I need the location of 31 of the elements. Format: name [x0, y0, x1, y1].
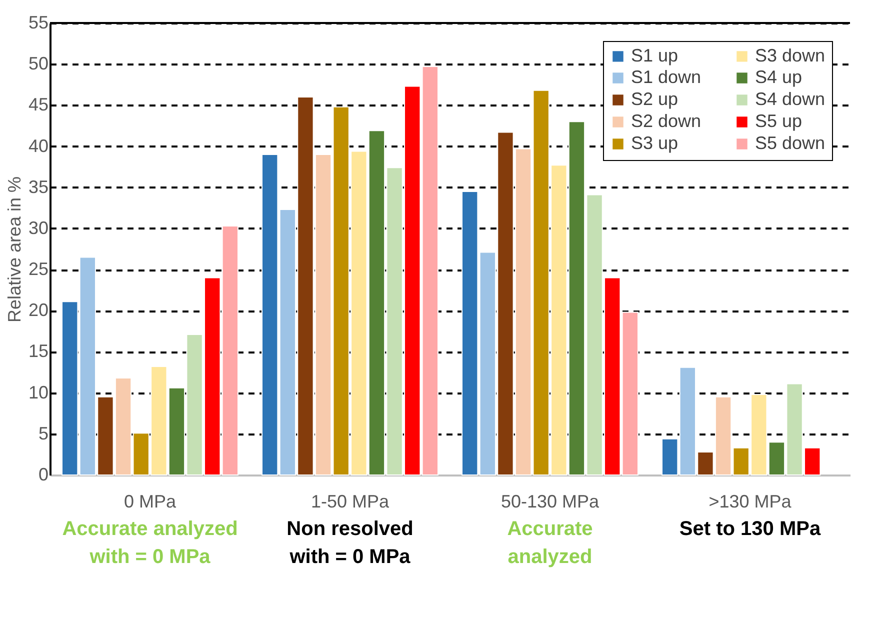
legend-label: S3 up — [631, 133, 678, 153]
x-tick-label: 1-50 MPa — [310, 492, 390, 512]
legend-label: S1 up — [631, 45, 678, 66]
legend-label: S1 down — [631, 67, 702, 87]
y-tick-label: 25 — [28, 259, 48, 280]
y-tick-label: 20 — [28, 300, 48, 320]
y-tick-label: 0 — [38, 464, 48, 484]
y-tick-label: 40 — [28, 136, 48, 156]
x-tick-label: 50-130 MPa — [500, 492, 600, 512]
legend-label: S4 down — [755, 89, 826, 109]
legend-label: S4 up — [755, 67, 802, 87]
y-tick-label: 35 — [28, 176, 48, 197]
text: Accurate analyzed — [507, 518, 593, 568]
legend-label: S5 down — [755, 133, 826, 153]
y-tick-label: 30 — [28, 218, 48, 238]
text: Set to 130 MPa — [679, 518, 822, 540]
text: Accurate analyzed with = 0 MPa — [62, 518, 238, 568]
y-tick-label: 55 — [28, 12, 48, 32]
x-tick-label: >130 MPa — [708, 492, 792, 512]
legend-label: S2 down — [631, 111, 702, 131]
y-tick-label: 5 — [38, 423, 48, 444]
x-tick-label: 0 MPa — [124, 492, 177, 512]
y-tick-label: 45 — [28, 94, 48, 115]
legend-label: S5 up — [755, 111, 802, 131]
y-tick-label: 50 — [28, 54, 48, 74]
y-tick-label: 15 — [28, 341, 48, 362]
y-axis-title: Relative area in % — [4, 176, 24, 323]
text: Non resolved with = 0 MPa — [286, 518, 414, 568]
legend-label: S3 down — [755, 45, 826, 66]
legend-label: S2 up — [631, 89, 678, 109]
y-tick-label: 10 — [28, 382, 48, 402]
